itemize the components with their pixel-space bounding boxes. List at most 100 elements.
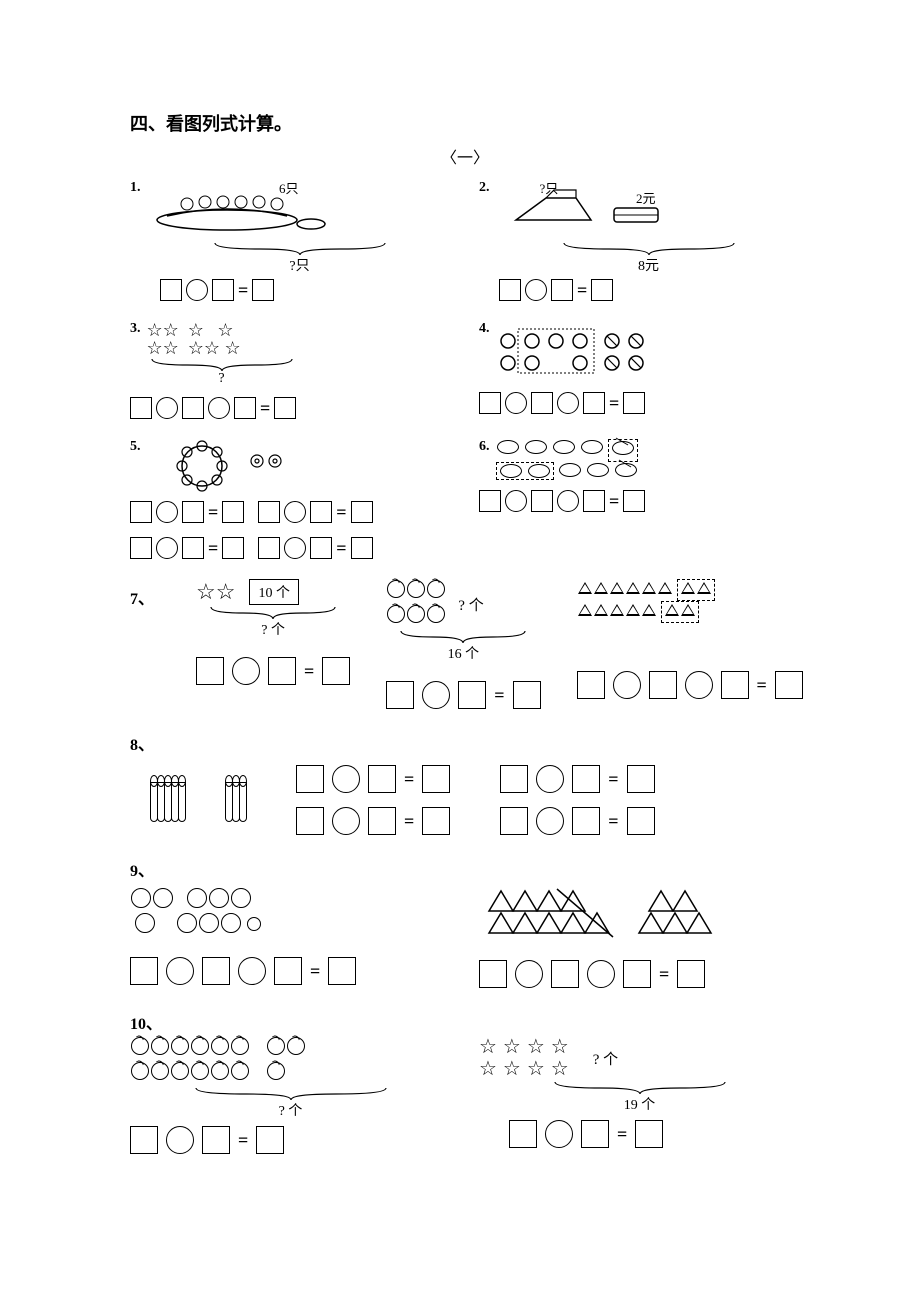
blank-box[interactable] — [130, 397, 152, 419]
question-2: 2. ?只 2元 8元 — [479, 180, 800, 309]
blank-box[interactable] — [623, 392, 645, 414]
blank-box[interactable] — [252, 279, 274, 301]
q8-pins — [150, 782, 246, 822]
blank-box[interactable] — [721, 671, 749, 699]
blank-box[interactable] — [130, 537, 152, 559]
blank-op[interactable] — [685, 671, 713, 699]
blank-box[interactable] — [212, 279, 234, 301]
q1-brace — [210, 241, 390, 255]
q5-number: 5. — [130, 439, 141, 455]
q1-number: 1. — [130, 180, 141, 196]
equals-sign: = — [577, 280, 587, 301]
blank-box[interactable] — [130, 501, 152, 523]
blank-box[interactable] — [268, 657, 296, 685]
blank-box[interactable] — [531, 490, 553, 512]
blank-op[interactable] — [232, 657, 260, 685]
blank-box[interactable] — [182, 501, 204, 523]
blank-op[interactable] — [422, 681, 450, 709]
worksheet-page: 四、看图列式计算。 〈一〉 1. 6只 — [0, 0, 920, 1234]
blank-box[interactable] — [196, 657, 224, 685]
blank-box[interactable] — [310, 537, 332, 559]
question-6: 6. = — [479, 439, 800, 520]
q1-top-label: 6只 — [279, 178, 299, 197]
q7-mid: ? 个 16 个 = — [386, 579, 540, 717]
blank-box[interactable] — [458, 681, 486, 709]
q2-top-label: ?只 — [540, 178, 559, 197]
q3-number: 3. — [130, 321, 141, 337]
blank-box[interactable] — [591, 279, 613, 301]
q3-brace — [147, 357, 297, 371]
row-q5-q6: 5. = = — [130, 439, 800, 567]
blank-box[interactable] — [258, 537, 280, 559]
blank-op[interactable] — [525, 279, 547, 301]
blank-box[interactable] — [222, 537, 244, 559]
equals-sign: = — [260, 398, 270, 419]
q9-right: = — [479, 887, 800, 996]
blank-box[interactable] — [513, 681, 541, 709]
blank-op[interactable] — [505, 490, 527, 512]
blank-op[interactable] — [156, 501, 178, 523]
blank-op[interactable] — [186, 279, 208, 301]
row-q3-q4: 3. ☆☆ ☆ ☆☆☆ ☆☆ ☆ ? = 4. — [130, 321, 800, 427]
q7-right: = — [577, 579, 803, 707]
blank-box[interactable] — [531, 392, 553, 414]
q6-number: 6. — [479, 439, 490, 455]
q6-illustration — [496, 439, 638, 480]
blank-box[interactable] — [623, 490, 645, 512]
q10-left: ? 个 = — [130, 1036, 451, 1162]
q3-brace-label: ? — [147, 371, 297, 387]
q2-brace — [559, 241, 739, 255]
q7-mid-side: ? 个 — [458, 594, 483, 615]
blank-op[interactable] — [156, 397, 178, 419]
blank-box[interactable] — [583, 490, 605, 512]
q7-left: ☆☆ 10 个 ? 个 = — [196, 579, 350, 693]
blank-box[interactable] — [649, 671, 677, 699]
q4-illustration — [496, 321, 676, 382]
blank-box[interactable] — [274, 397, 296, 419]
q4-equation: = — [479, 392, 800, 414]
blank-box[interactable] — [322, 657, 350, 685]
blank-op[interactable] — [208, 397, 230, 419]
q9-left: = — [130, 887, 451, 993]
blank-box[interactable] — [479, 490, 501, 512]
q7-left-brace-label: ? 个 — [196, 619, 350, 639]
blank-box[interactable] — [258, 501, 280, 523]
blank-box[interactable] — [351, 537, 373, 559]
q5-illustration — [147, 439, 307, 493]
blank-box[interactable] — [479, 392, 501, 414]
blank-box[interactable] — [775, 671, 803, 699]
q7-left-box: 10 个 — [249, 579, 299, 605]
q7-mid-brace-label: 16 个 — [386, 643, 540, 663]
blank-op[interactable] — [284, 537, 306, 559]
question-1: 1. 6只 ?只 — [130, 180, 451, 309]
blank-box[interactable] — [351, 501, 373, 523]
blank-box[interactable] — [160, 279, 182, 301]
q5-equations: = = = = — [130, 497, 451, 567]
blank-box[interactable] — [234, 397, 256, 419]
blank-op[interactable] — [557, 490, 579, 512]
blank-box[interactable] — [310, 501, 332, 523]
blank-op[interactable] — [284, 501, 306, 523]
blank-op[interactable] — [613, 671, 641, 699]
blank-box[interactable] — [182, 397, 204, 419]
question-7: 7、 ☆☆ 10 个 ? 个 = — [130, 579, 800, 717]
row-q1-q2: 1. 6只 ?只 — [130, 180, 800, 309]
q1-illustration — [147, 180, 327, 236]
blank-box[interactable] — [182, 537, 204, 559]
q1-equation: = — [160, 279, 451, 301]
question-8: 8、 = = = = — [130, 731, 800, 843]
blank-box[interactable] — [583, 392, 605, 414]
blank-box[interactable] — [551, 279, 573, 301]
question-3: 3. ☆☆ ☆ ☆☆☆ ☆☆ ☆ ? = — [130, 321, 451, 427]
blank-box[interactable] — [222, 501, 244, 523]
q10-left-brace: ? 个 — [130, 1100, 451, 1120]
blank-box[interactable] — [386, 681, 414, 709]
blank-box[interactable] — [499, 279, 521, 301]
question-10: 10、 ? 个 = — [130, 1010, 800, 1162]
q10-right-side: ? 个 — [593, 1048, 618, 1069]
blank-op[interactable] — [557, 392, 579, 414]
blank-op[interactable] — [156, 537, 178, 559]
blank-box[interactable] — [577, 671, 605, 699]
q3-stars: ☆☆ ☆ ☆☆☆ ☆☆ ☆ — [147, 321, 297, 357]
blank-op[interactable] — [505, 392, 527, 414]
